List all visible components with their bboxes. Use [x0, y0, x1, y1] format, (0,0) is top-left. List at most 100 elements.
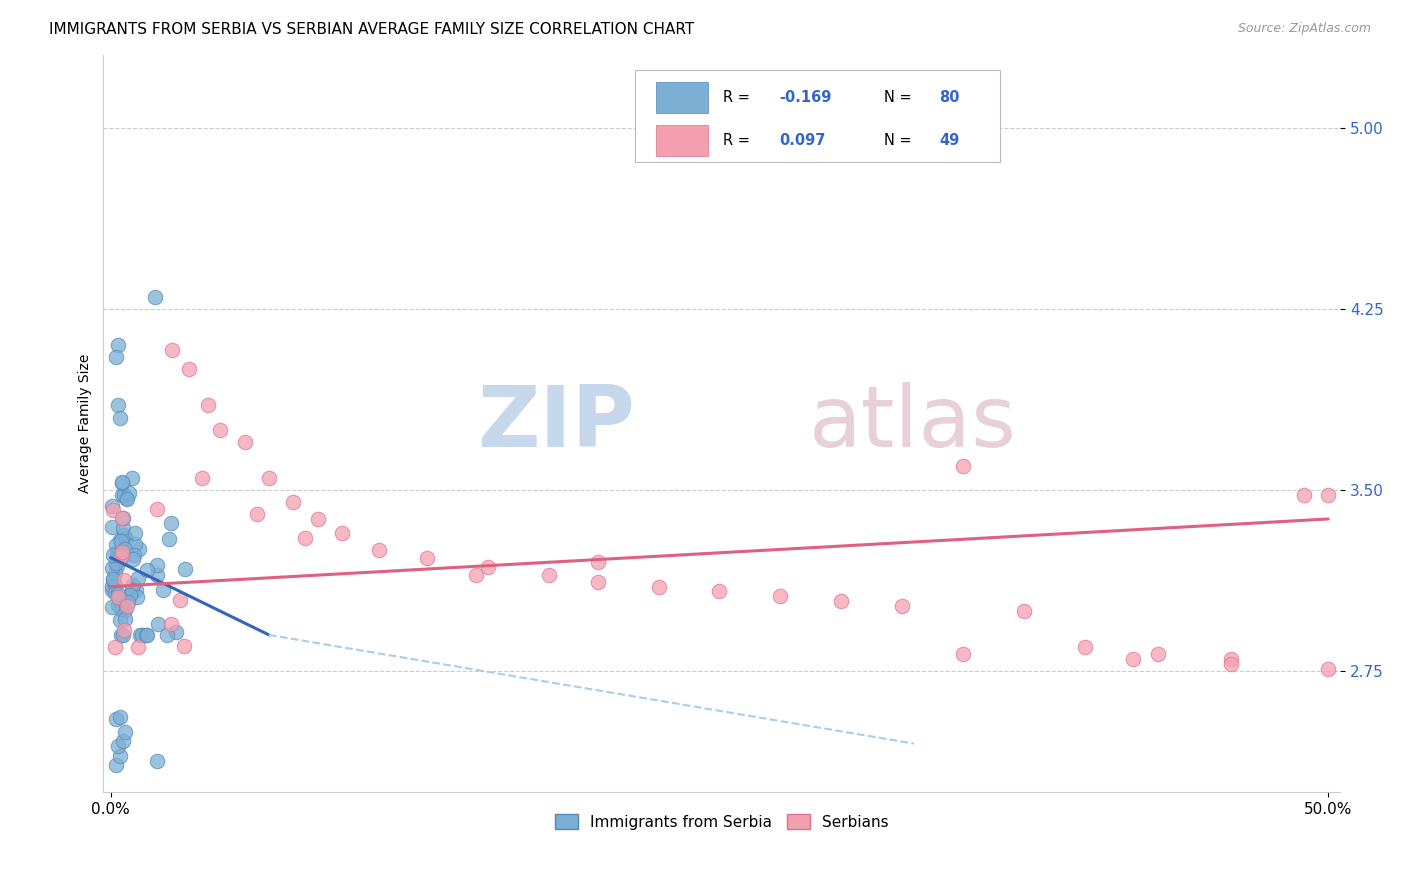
Point: [101, 503, 124, 517]
Point: [110, 475, 132, 489]
Point: [127, 640, 149, 654]
Point: [110, 710, 132, 724]
Text: atlas: atlas: [808, 382, 1017, 465]
Point: [110, 410, 132, 425]
Point: [104, 578, 127, 592]
Point: [209, 423, 232, 437]
Point: [107, 590, 129, 604]
Point: [647, 580, 669, 594]
Point: [114, 491, 136, 505]
Point: [105, 549, 128, 564]
Point: [121, 582, 143, 597]
Point: [477, 560, 499, 574]
Point: [110, 748, 132, 763]
Point: [111, 511, 134, 525]
Point: [117, 486, 139, 500]
Point: [112, 573, 135, 587]
Point: [107, 338, 129, 352]
Point: [1122, 652, 1144, 666]
Point: [125, 582, 148, 597]
Point: [294, 531, 316, 545]
Point: [115, 599, 138, 613]
Point: [111, 476, 134, 491]
Point: [146, 568, 169, 582]
Point: [108, 591, 131, 606]
Point: [104, 557, 127, 571]
Point: [105, 559, 128, 574]
Point: [169, 593, 191, 607]
Point: [104, 350, 127, 364]
Text: 80: 80: [939, 90, 960, 105]
Point: [105, 545, 128, 559]
Point: [114, 724, 136, 739]
Legend: Immigrants from Serbia, Serbians: Immigrants from Serbia, Serbians: [548, 807, 896, 836]
Point: [110, 602, 132, 616]
Point: [537, 567, 560, 582]
Point: [101, 560, 124, 574]
Text: ZIP: ZIP: [478, 382, 636, 465]
Point: [121, 578, 143, 592]
Point: [101, 579, 124, 593]
Text: N =: N =: [884, 133, 917, 148]
Point: [101, 583, 124, 598]
Point: [1146, 647, 1168, 661]
Point: [127, 570, 149, 584]
Point: [114, 541, 136, 556]
Point: [367, 543, 389, 558]
Text: -0.169: -0.169: [779, 90, 831, 105]
Point: [111, 511, 134, 525]
Point: [177, 362, 200, 376]
Point: [101, 499, 124, 513]
Point: [330, 526, 353, 541]
Point: [1292, 488, 1315, 502]
Y-axis label: Average Family Size: Average Family Size: [79, 354, 93, 493]
Point: [769, 589, 792, 603]
Point: [128, 541, 150, 556]
Point: [104, 713, 127, 727]
Point: [103, 572, 125, 586]
Point: [891, 599, 914, 613]
Point: [114, 613, 136, 627]
Point: [586, 574, 609, 589]
Point: [124, 537, 146, 551]
Point: [257, 471, 280, 485]
Point: [197, 399, 219, 413]
Point: [146, 502, 169, 516]
Point: [283, 495, 305, 509]
Point: [108, 533, 131, 547]
Point: [416, 550, 439, 565]
Point: [1219, 652, 1241, 666]
Point: [131, 628, 153, 642]
Text: R =: R =: [723, 90, 755, 105]
Point: [122, 549, 145, 563]
Point: [110, 550, 132, 565]
Point: [108, 551, 131, 566]
Point: [233, 434, 256, 449]
Point: [114, 603, 136, 617]
Point: [830, 594, 852, 608]
Text: R =: R =: [723, 133, 755, 148]
Point: [160, 343, 183, 357]
Point: [952, 647, 974, 661]
Point: [111, 488, 134, 502]
Point: [120, 588, 142, 602]
Point: [136, 563, 159, 577]
Point: [107, 739, 129, 753]
Point: [246, 507, 269, 521]
Point: [112, 592, 135, 607]
Point: [1012, 604, 1035, 618]
Text: Source: ZipAtlas.com: Source: ZipAtlas.com: [1237, 22, 1371, 36]
Point: [465, 567, 488, 582]
Point: [103, 548, 125, 562]
Point: [124, 526, 146, 541]
Point: [160, 516, 183, 531]
Point: [111, 734, 134, 748]
Point: [173, 640, 195, 654]
Point: [104, 585, 127, 599]
Point: [112, 548, 135, 562]
Point: [117, 595, 139, 609]
Point: [156, 628, 179, 642]
Point: [101, 600, 124, 615]
Text: 49: 49: [939, 133, 960, 148]
Point: [107, 587, 129, 601]
